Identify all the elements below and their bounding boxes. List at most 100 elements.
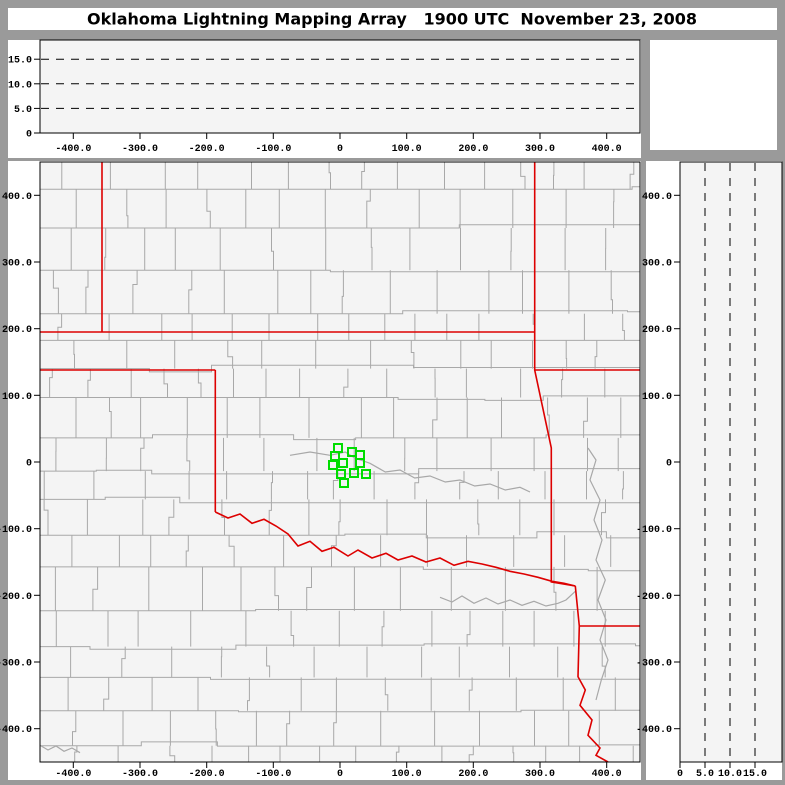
- ns-y-tick-label: -200.0: [636, 592, 672, 603]
- county-line: [520, 162, 526, 190]
- ns-y-tick-label: 0: [666, 459, 672, 470]
- river-line: [289, 451, 531, 493]
- county-line: [40, 643, 640, 650]
- county-line: [40, 364, 640, 373]
- county-line: [40, 310, 640, 315]
- river-line: [439, 590, 576, 607]
- map-x-tick-label: -300.0: [122, 769, 158, 780]
- county-line: [126, 189, 129, 228]
- county-line: [366, 189, 371, 228]
- county-line: [247, 677, 250, 711]
- county-line: [43, 499, 49, 536]
- county-line: [594, 340, 598, 369]
- map-x-tick-label: 100.0: [392, 769, 422, 780]
- ew-x-tick-label: -400.0: [55, 144, 91, 155]
- ns-plot-area: [679, 161, 783, 763]
- county-line: [40, 609, 640, 612]
- ew-y-tick-label: 0: [26, 130, 32, 141]
- station-marker: [349, 468, 359, 478]
- ew-x-tick-label: 100.0: [392, 144, 422, 155]
- county-line: [57, 313, 63, 341]
- ns-y-tick-label: 100.0: [642, 392, 672, 403]
- county-line: [361, 162, 365, 190]
- county-line: [72, 710, 77, 746]
- county-line: [186, 437, 191, 472]
- county-line: [121, 646, 126, 678]
- county-line: [459, 471, 465, 500]
- county-line: [206, 189, 211, 228]
- ew-panel-content: 0 5.0 10.0 15.0 -400.0 -300.0 -200.0 -100.0 0 100…: [8, 56, 639, 155]
- county-line: [547, 397, 550, 438]
- map-y-tick-label: -300.0: [0, 659, 32, 670]
- ew-y-tick-label: 10.0: [8, 80, 32, 91]
- county-line: [583, 397, 588, 438]
- county-line: [92, 566, 99, 611]
- map-x-tick-label: 0: [337, 769, 343, 780]
- county-line: [40, 224, 640, 229]
- map-panel: 400.0 300.0 200.0 100.0 0 -100.0 -200.0 -300.0 -…: [0, 161, 641, 780]
- map-y-tick-label: 300.0: [2, 259, 32, 270]
- county-line: [40, 434, 640, 441]
- map-x-tick-label: 200.0: [458, 769, 488, 780]
- map-y-tick-label: -100.0: [0, 525, 32, 536]
- map-y-tick-label: 0: [26, 459, 32, 470]
- ew-x-tick-label: -300.0: [122, 144, 158, 155]
- county-line: [40, 741, 640, 747]
- county-line: [341, 270, 344, 314]
- county-line: [87, 368, 91, 398]
- ns-x-tick-label: 15.0: [743, 769, 767, 780]
- map-x-tick-label: -100.0: [255, 769, 291, 780]
- county-line: [140, 437, 145, 472]
- county-line: [188, 270, 193, 314]
- ns-y-tick-label: -100.0: [636, 525, 672, 536]
- map-y-tick-label: 400.0: [2, 192, 32, 203]
- county-line: [227, 340, 234, 369]
- river-line: [587, 447, 609, 701]
- county-line: [163, 368, 168, 398]
- ew-x-tick-label: 200.0: [458, 144, 488, 155]
- county-line: [85, 270, 89, 314]
- ew-x-tick-label: 0: [337, 144, 343, 155]
- river-line: [40, 744, 81, 754]
- corner-panel: [650, 40, 777, 150]
- county-line: [477, 499, 480, 536]
- county-line: [73, 340, 75, 369]
- county-line: [370, 228, 373, 271]
- station-marker: [339, 478, 349, 488]
- station-marker: [355, 458, 365, 468]
- ns-x-tick-label: 10.0: [718, 769, 742, 780]
- county-line: [109, 397, 112, 438]
- county-line: [629, 162, 635, 190]
- ns-panel-content: 400.0 300.0 200.0 100.0 0 -100.0 -200.0 -300.0 -…: [636, 163, 767, 780]
- county-line: [74, 745, 78, 762]
- ns-altitude-panel: 400.0 300.0 200.0 100.0 0 -100.0 -200.0 -300.0 -…: [636, 161, 783, 780]
- map-x-tick-label: 300.0: [525, 769, 555, 780]
- county-line: [103, 677, 110, 711]
- county-line: [266, 646, 271, 678]
- ew-x-tick-label: 400.0: [592, 144, 622, 155]
- ns-y-tick-label: 400.0: [642, 192, 672, 203]
- ns-y-tick-label: 200.0: [642, 325, 672, 336]
- station-marker: [338, 458, 348, 468]
- county-line: [561, 368, 564, 398]
- county-line: [381, 610, 385, 647]
- map-x-tick-label: 400.0: [592, 769, 622, 780]
- county-line: [395, 745, 400, 762]
- window-title: Oklahoma Lightning Mapping Array 1900 UT…: [87, 10, 697, 29]
- state-border-line: [574, 585, 609, 762]
- county-line: [270, 471, 273, 500]
- ew-y-tick-label: 5.0: [14, 105, 32, 116]
- county-line: [622, 313, 625, 341]
- county-line: [468, 677, 473, 711]
- county-line: [185, 535, 189, 567]
- county-line: [601, 646, 606, 678]
- county-line: [432, 397, 438, 438]
- county-line: [40, 186, 640, 190]
- county-line: [40, 269, 640, 273]
- county-line: [328, 162, 331, 190]
- county-line: [221, 499, 225, 536]
- county-line: [286, 710, 291, 746]
- ew-plot-area: [39, 39, 641, 134]
- station-marker: [361, 469, 371, 479]
- county-line: [290, 610, 295, 647]
